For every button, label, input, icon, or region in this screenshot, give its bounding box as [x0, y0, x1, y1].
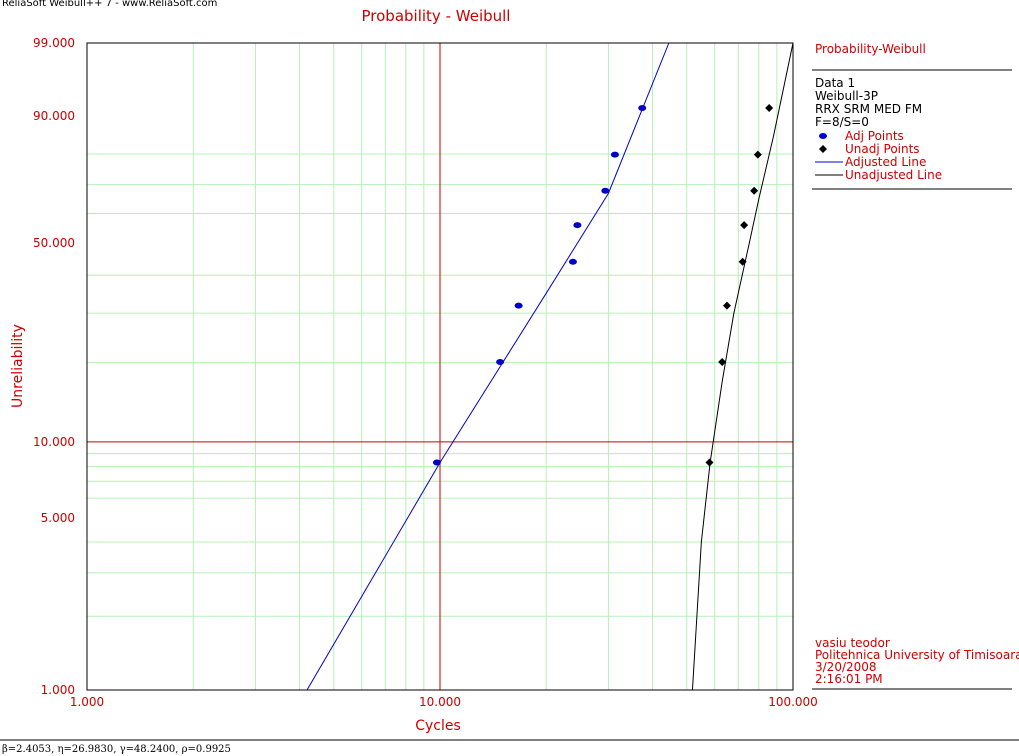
y-tick-label: 1.000: [41, 683, 75, 697]
y-tick-label: 99.000: [33, 36, 75, 50]
legend-adjusted-line: Adjusted Line: [845, 155, 926, 169]
y-tick-labels: 1.000 5.000 10.000 50.000 90.000 99.000: [33, 36, 75, 697]
grid: [87, 43, 793, 690]
adj-point: [432, 459, 441, 466]
adj-point: [568, 258, 577, 265]
adj-point: [514, 302, 523, 309]
unadj-point: [738, 257, 747, 266]
adj-point: [601, 187, 610, 194]
x-axis-label: Cycles: [415, 718, 461, 734]
legend-line-method: RRX SRM MED FM: [815, 102, 922, 116]
data-points: [432, 103, 774, 467]
unadj-point: [765, 103, 774, 112]
legend-line-failures: F=8/S=0: [815, 115, 869, 129]
y-axis-label: Unreliability: [10, 324, 26, 408]
legend-adj-points: Adj Points: [845, 129, 904, 143]
unadj-point: [705, 458, 714, 467]
unadj-point: [718, 358, 727, 367]
adj-point: [573, 222, 582, 229]
adj-point: [610, 151, 619, 158]
legend-title: Probability-Weibull: [815, 42, 926, 56]
info-author: vasiu teodor: [815, 636, 890, 650]
unadj-point: [740, 221, 749, 230]
x-tick-labels: 1.000 10.000 100.000: [70, 695, 818, 709]
y-tick-label: 5.000: [41, 511, 75, 525]
watermark: ReliaSoft Weibull++ 7 - www.ReliaSoft.co…: [2, 0, 217, 9]
y-tick-label: 50.000: [33, 236, 75, 250]
adjusted-line: [306, 42, 670, 691]
info-block: vasiu teodor Politehnica University of T…: [812, 636, 1019, 690]
parameters-text: β=2.4053, η=26.9830, γ=48.2400, ρ=0.9925: [2, 744, 231, 755]
legend-line-dataset: Data 1: [815, 76, 855, 90]
unadj-point: [722, 301, 731, 310]
unadjusted-line: [691, 42, 794, 691]
plot-frame: [86, 42, 794, 691]
adj-point: [638, 104, 647, 111]
adj-point: [496, 359, 505, 366]
y-tick-label: 10.000: [33, 435, 75, 449]
info-date: 3/20/2008: [815, 660, 877, 674]
legend-unadj-marker: [819, 145, 827, 153]
x-tick-label: 100.000: [768, 695, 818, 709]
legend-unadj-points: Unadj Points: [845, 142, 920, 156]
legend-line-distribution: Weibull-3P: [815, 89, 878, 103]
info-organization: Politehnica University of Timisoara: [815, 648, 1019, 662]
legend-adj-marker: [819, 133, 827, 139]
info-time: 2:16:01 PM: [815, 672, 883, 686]
unadj-point: [750, 186, 759, 195]
x-tick-label: 10.000: [419, 695, 461, 709]
unadj-point: [753, 150, 762, 159]
y-tick-label: 90.000: [33, 109, 75, 123]
fit-lines: [306, 42, 794, 691]
x-tick-label: 1.000: [70, 695, 104, 709]
chart-title: Probability - Weibull: [362, 7, 511, 25]
legend: Probability-Weibull Data 1 Weibull-3P RR…: [812, 42, 1012, 190]
legend-unadjusted-line: Unadjusted Line: [845, 168, 942, 182]
